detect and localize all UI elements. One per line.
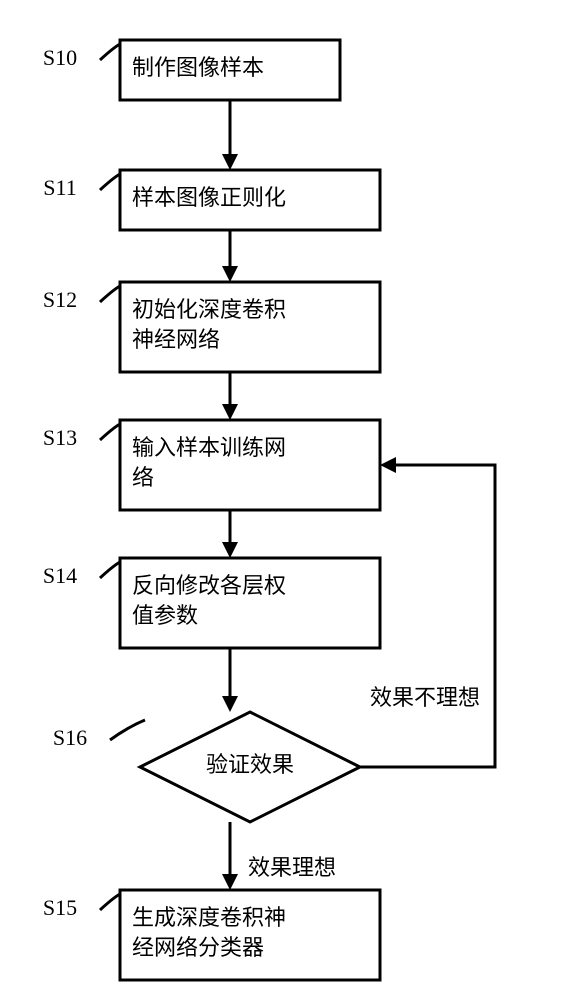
svg-text:制作图像样本: 制作图像样本 — [132, 55, 264, 80]
leader-s10 — [100, 44, 120, 60]
node-s13 — [120, 420, 380, 510]
svg-text:反向修改各层权: 反向修改各层权 — [132, 573, 286, 598]
svg-text:生成深度卷积神: 生成深度卷积神 — [132, 905, 286, 930]
leader-s12 — [100, 286, 120, 302]
step-label-s11: S11 — [43, 175, 76, 200]
svg-text:值参数: 值参数 — [132, 603, 198, 628]
svg-text:络: 络 — [132, 465, 154, 490]
edge-label-s16-s15: 效果理想 — [248, 855, 336, 880]
leader-s16 — [110, 720, 145, 740]
step-label-s10: S10 — [43, 45, 77, 70]
step-label-s13: S13 — [43, 425, 77, 450]
svg-text:效果不理想: 效果不理想 — [370, 685, 480, 710]
step-label-s15: S15 — [43, 895, 77, 920]
leader-s15 — [100, 894, 120, 910]
step-label-s14: S14 — [43, 563, 77, 588]
svg-text:输入样本训练网: 输入样本训练网 — [132, 435, 286, 460]
leader-s11 — [100, 174, 120, 190]
svg-text:验证效果: 验证效果 — [206, 752, 294, 777]
svg-text:样本图像正则化: 样本图像正则化 — [132, 185, 286, 210]
svg-text:经网络分类器: 经网络分类器 — [132, 935, 264, 960]
step-label-s12: S12 — [43, 287, 77, 312]
step-label-s16: S16 — [53, 725, 87, 750]
leader-s13 — [100, 424, 120, 440]
svg-text:神经网络: 神经网络 — [132, 327, 220, 352]
leader-s14 — [100, 562, 120, 578]
svg-text:初始化深度卷积: 初始化深度卷积 — [132, 297, 286, 322]
